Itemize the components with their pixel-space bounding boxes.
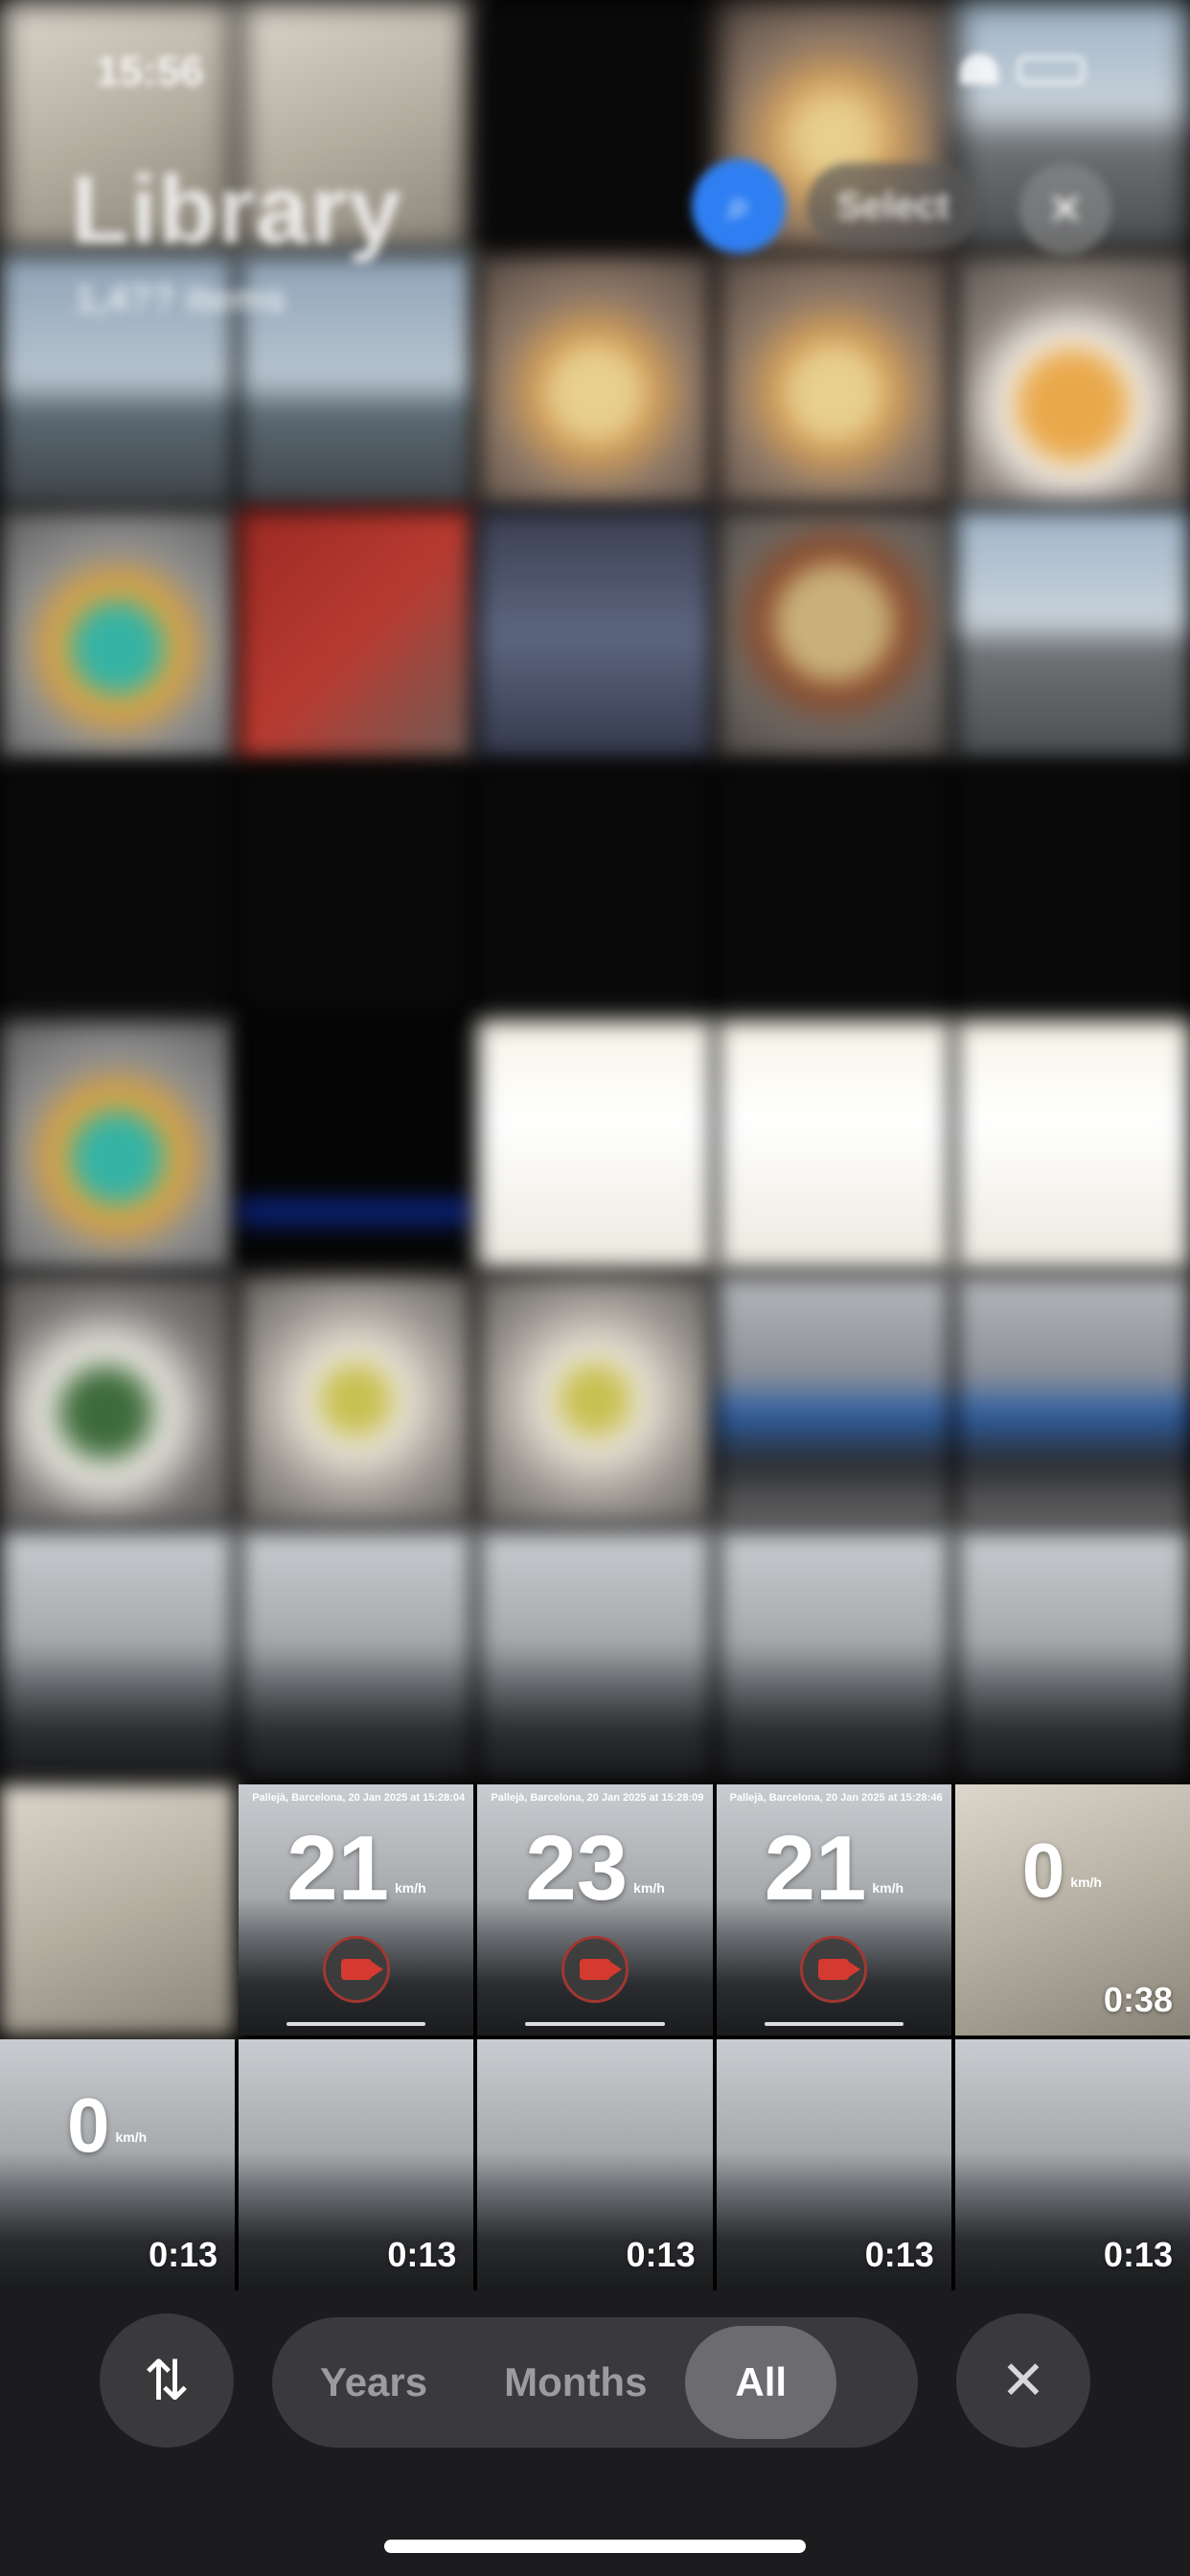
segment-years[interactable]: Years	[320, 2359, 428, 2404]
screenshot-thumbnail[interactable]	[477, 765, 713, 1016]
search-icon: ⌕	[726, 182, 751, 229]
video-thumbnail[interactable]: Pallejà, Barcelona, 20 Jan 2025 at 15:28…	[477, 1784, 713, 2036]
video-thumbnail[interactable]	[954, 1530, 1190, 1781]
photo-thumbnail[interactable]	[0, 510, 236, 761]
view-segmented-control: Years Months All	[272, 2317, 918, 2448]
video-duration: 0:13	[864, 2235, 934, 2274]
speed-readout: 0 km/h	[67, 2087, 147, 2164]
speed-unit: km/h	[394, 1880, 426, 1896]
video-thumbnail[interactable]	[477, 1530, 713, 1781]
video-thumbnail[interactable]: 0:13	[954, 2039, 1190, 2290]
item-count: 1,4?? items	[75, 278, 286, 320]
battery-icon	[1018, 56, 1085, 84]
video-thumbnail[interactable]: Pallejà, Barcelona, 20 Jan 2025 at 15:28…	[716, 1784, 951, 2036]
home-indicator	[384, 2540, 806, 2553]
close-button[interactable]: ✕	[956, 2313, 1090, 2448]
video-thumbnail[interactable]: 0 km/h 0:13	[0, 2039, 236, 2290]
speed-value: 23	[525, 1817, 629, 1920]
speed-unit: km/h	[1070, 1874, 1102, 1890]
screenshot-thumbnail[interactable]	[239, 1020, 474, 1271]
sort-button[interactable]: ⇅	[100, 2313, 234, 2448]
segment-all[interactable]: All	[685, 2326, 837, 2439]
photo-thumbnail[interactable]	[477, 1275, 713, 1526]
speed-value: 0	[1021, 1828, 1065, 1913]
record-icon	[561, 1936, 629, 2003]
photo-thumbnail[interactable]	[954, 255, 1190, 506]
photo-thumbnail[interactable]	[0, 1020, 236, 1271]
photo-thumbnail[interactable]	[477, 255, 713, 506]
speed-unit: km/h	[872, 1880, 904, 1896]
segment-months[interactable]: Months	[504, 2359, 648, 2404]
video-thumbnail[interactable]: 0:13	[716, 2039, 951, 2290]
screenshot-thumbnail[interactable]	[954, 765, 1190, 1016]
video-duration: 0:13	[149, 2235, 218, 2274]
speed-readout: 23 km/h	[525, 1823, 664, 1915]
speed-readout: 0 km/h	[1022, 1832, 1102, 1909]
photo-thumbnail[interactable]	[239, 0, 474, 251]
photo-thumbnail[interactable]	[0, 255, 236, 506]
speed-value: 21	[286, 1817, 389, 1920]
wifi-icon	[960, 54, 998, 84]
video-thumbnail[interactable]	[239, 1530, 474, 1781]
speed-value: 0	[67, 2082, 110, 2168]
screenshot-thumbnail[interactable]	[716, 1020, 951, 1271]
photo-thumbnail[interactable]	[239, 255, 474, 506]
select-button[interactable]: Select	[807, 163, 979, 249]
speed-readout: 21 km/h	[765, 1823, 904, 1915]
header-close-button[interactable]: ✕	[1019, 163, 1111, 255]
progress-line	[525, 2022, 665, 2026]
video-duration: 0:13	[626, 2235, 696, 2274]
page-title: Library	[71, 156, 403, 264]
photo-thumbnail[interactable]	[477, 0, 713, 251]
photo-thumbnail[interactable]	[239, 510, 474, 761]
video-location-text: Pallejà, Barcelona, 20 Jan 2025 at 15:28…	[729, 1792, 943, 1804]
progress-line	[286, 2022, 426, 2026]
video-thumbnail[interactable]: 0:13	[477, 2039, 713, 2290]
record-icon	[800, 1936, 868, 2003]
video-thumbnail[interactable]	[0, 1530, 236, 1781]
video-duration: 0:13	[1103, 2235, 1173, 2274]
screenshot-thumbnail[interactable]	[716, 765, 951, 1016]
record-icon	[322, 1936, 390, 2003]
screenshot-thumbnail[interactable]	[239, 765, 474, 1016]
close-icon: ✕	[1000, 2350, 1046, 2410]
screenshot-thumbnail[interactable]	[0, 765, 236, 1016]
screenshot-thumbnail[interactable]	[477, 1020, 713, 1271]
search-button[interactable]: ⌕	[692, 159, 786, 253]
video-duration: 0:13	[387, 2235, 457, 2274]
video-location-text: Pallejà, Barcelona, 20 Jan 2025 at 15:28…	[252, 1792, 466, 1804]
photo-thumbnail[interactable]	[0, 1784, 236, 2036]
speed-unit: km/h	[115, 2129, 148, 2145]
photo-grid: Pallejà, Barcelona, 20 Jan 2025 at 15:28…	[0, 0, 1190, 2290]
speed-value: 21	[764, 1817, 867, 1920]
photo-thumbnail[interactable]	[716, 510, 951, 761]
video-duration: 0:38	[1103, 1980, 1173, 2019]
photo-thumbnail[interactable]	[477, 510, 713, 761]
photo-thumbnail[interactable]	[0, 0, 236, 251]
bottom-toolbar: ⇅ Years Months All ✕	[0, 2290, 1190, 2576]
video-thumbnail[interactable]: 0:13	[239, 2039, 474, 2290]
photo-thumbnail[interactable]	[716, 255, 951, 506]
speed-readout: 21 km/h	[286, 1823, 425, 1915]
screenshot-thumbnail[interactable]	[954, 1020, 1190, 1271]
video-thumbnail[interactable]: Pallejà, Barcelona, 20 Jan 2025 at 15:28…	[239, 1784, 474, 2036]
speed-unit: km/h	[633, 1880, 665, 1896]
video-location-text: Pallejà, Barcelona, 20 Jan 2025 at 15:28…	[491, 1792, 704, 1804]
progress-line	[764, 2022, 904, 2026]
photo-thumbnail[interactable]	[239, 1275, 474, 1526]
photo-thumbnail[interactable]	[954, 510, 1190, 761]
photo-thumbnail[interactable]	[954, 1275, 1190, 1526]
photo-thumbnail[interactable]	[0, 1275, 236, 1526]
status-time: 15:56	[96, 48, 204, 95]
video-thumbnail[interactable]	[716, 1530, 951, 1781]
photo-thumbnail[interactable]	[716, 1275, 951, 1526]
arrow-up-down-icon: ⇅	[143, 2350, 191, 2412]
close-icon: ✕	[1046, 184, 1085, 234]
status-icons	[960, 50, 1104, 88]
video-thumbnail[interactable]: 0 km/h 0:38	[954, 1784, 1190, 2036]
